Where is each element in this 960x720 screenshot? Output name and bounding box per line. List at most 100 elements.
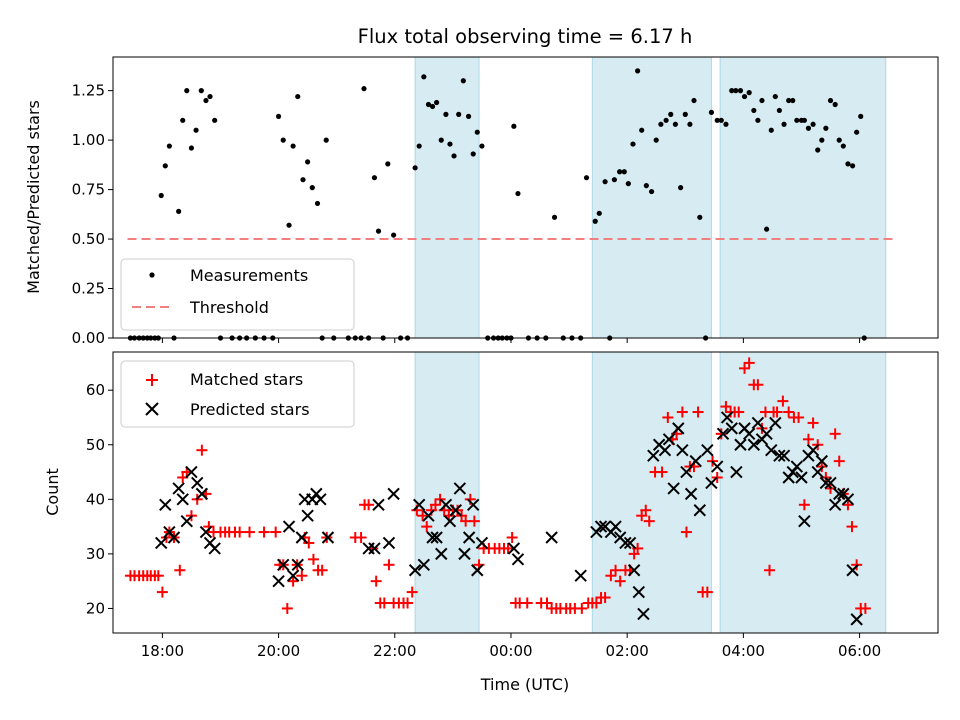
matched-stars-point — [402, 597, 414, 609]
measurements-point — [391, 232, 397, 238]
predicted-stars-point — [662, 433, 676, 446]
top-y-tick-label: 0.00 — [72, 329, 105, 347]
predicted-stars-point — [286, 569, 300, 582]
predicted-stars-point — [828, 498, 842, 511]
bottom-shaded-intervals — [414, 351, 887, 634]
measurements-point — [759, 97, 765, 104]
predicted-stars-point — [747, 438, 761, 451]
measurements-point — [300, 177, 306, 183]
measurements-point — [658, 121, 664, 127]
predicted-stars-point — [824, 476, 837, 490]
matched-stars-point — [656, 466, 668, 478]
measurements-point — [755, 117, 761, 123]
measurements-point — [781, 121, 787, 127]
legend-label-threshold: Threshold — [189, 298, 269, 317]
matched-stars-point — [152, 570, 164, 582]
predicted-stars-point — [806, 444, 820, 457]
bottom-y-tick-label: 60 — [86, 381, 105, 399]
measurements-point — [672, 121, 678, 127]
predicted-stars-point — [435, 547, 448, 561]
predicted-stars-point — [458, 547, 471, 561]
predicted-stars-point — [282, 520, 296, 533]
matched-stars-point — [370, 575, 382, 587]
predicted-stars-point — [795, 471, 808, 484]
predicted-stars-point — [798, 514, 811, 528]
predicted-stars-point — [314, 493, 327, 506]
measurements-point — [718, 117, 724, 123]
predicted-stars-point — [382, 536, 396, 550]
predicted-stars-point — [609, 520, 622, 533]
top-x-ticks — [161, 338, 861, 343]
measurements-point — [819, 137, 825, 143]
measurements-point — [801, 117, 807, 123]
measurements-point — [621, 169, 627, 175]
predicted-stars-point — [449, 504, 462, 517]
x-tick-label: 18:00 — [141, 642, 184, 660]
predicted-stars-point — [760, 427, 773, 441]
predicted-stars-point — [773, 449, 786, 462]
measurements-point — [511, 123, 517, 129]
measurements-point — [309, 185, 315, 191]
x-tick-label: 06:00 — [838, 642, 881, 660]
measurements-point — [385, 161, 391, 167]
top-legend-box — [120, 258, 355, 331]
measurements-point — [158, 192, 164, 199]
predicted-stars-point — [453, 482, 467, 495]
measurements-point — [849, 163, 856, 169]
measurements-point — [653, 137, 659, 143]
bottom-legend-box — [120, 360, 355, 428]
predicted-stars-point — [277, 558, 290, 572]
predicted-stars-point — [742, 427, 756, 441]
measurements-point — [786, 97, 792, 104]
matched-stars-point — [833, 455, 845, 467]
measurements-point — [286, 222, 292, 228]
measurements-point — [193, 127, 199, 133]
measurements-point — [611, 177, 617, 183]
predicted-stars-point — [819, 476, 833, 490]
predicted-stars-point — [545, 531, 558, 544]
bottom-legend: Matched stars Predicted stars — [120, 360, 355, 428]
measurements-point — [443, 111, 449, 117]
predicted-stars-point — [301, 509, 314, 522]
predicted-stars-point — [439, 498, 453, 511]
measurements-point — [456, 111, 462, 117]
predicted-stars-point — [720, 411, 734, 424]
measurements-point — [416, 143, 422, 149]
measurements-point — [617, 169, 623, 175]
predicted-stars-point — [730, 465, 743, 479]
matched-stars-point — [692, 406, 704, 418]
predicted-stars-point — [408, 564, 422, 577]
matched-stars-point — [196, 444, 208, 456]
predicted-stars-point — [167, 531, 181, 544]
predicted-stars-point — [155, 536, 168, 550]
measurements-point — [166, 143, 172, 149]
bottom-y-ticks: 20 30 40 50 60 — [86, 381, 113, 617]
predicted-stars-point — [372, 498, 385, 511]
matched-stars-point — [378, 597, 390, 609]
measurements-point — [840, 143, 846, 149]
predicted-stars-point — [658, 444, 672, 457]
measurements-point — [371, 175, 378, 181]
bottom-axes-frame — [112, 351, 939, 634]
predicted-stars-point — [507, 542, 521, 555]
measurements-point — [827, 97, 834, 104]
predicted-stars-point — [321, 531, 335, 544]
measurements-point — [314, 200, 321, 207]
matched-stars-point — [829, 428, 841, 440]
matched-stars-point — [610, 564, 622, 576]
matched-stars-point — [244, 526, 256, 538]
predicted-stars-point — [462, 531, 476, 544]
top-y-ticks: 0.00 0.25 0.50 0.75 1.00 1.25 — [72, 82, 113, 347]
measurements-point — [737, 88, 744, 94]
matched-stars-point — [599, 592, 611, 604]
predicted-stars-point — [734, 438, 747, 451]
predicted-stars-point — [846, 564, 859, 577]
matched-stars-point — [521, 597, 533, 609]
measurements-point — [551, 214, 558, 220]
measurements-point — [768, 127, 774, 133]
legend-marker-matched-stars — [146, 374, 158, 386]
top-shaded-interval — [591, 56, 712, 339]
predicted-stars-point — [833, 487, 846, 501]
measurements-point — [625, 181, 631, 187]
matched-stars-point — [859, 602, 871, 614]
